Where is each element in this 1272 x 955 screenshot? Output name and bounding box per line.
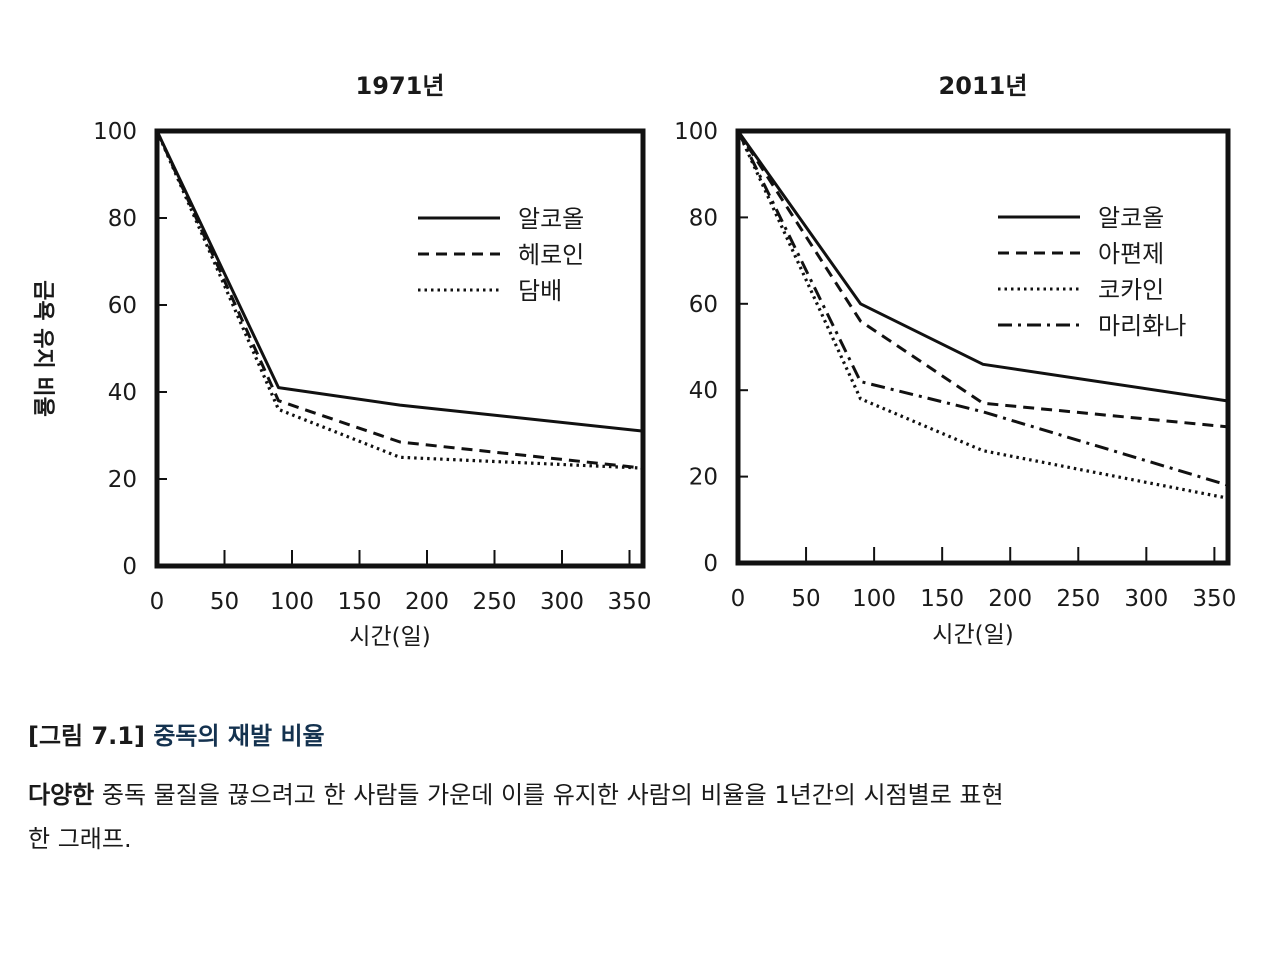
y-tick-label: 40 [689,378,718,404]
series-line-1 [155,130,644,433]
series-line-3 [155,130,644,470]
description-text-line2: 한 그래프. [28,825,132,853]
x-tick-label: 300 [1124,586,1168,612]
figure-description: 다양한 중독 물질을 끊으려고 한 사람들 가운데 이를 유지한 사람의 비율을… [28,773,1248,861]
plot-frame [735,128,1231,566]
x-tick-label: 250 [1056,586,1100,612]
legend-label: 알코올 [518,205,584,233]
y-tick-label: 60 [689,292,718,318]
y-tick-label: 100 [674,119,718,145]
y-tick-label: 60 [108,293,137,319]
x-axis-label: 시간(일) [932,622,1013,648]
x-tick-label: 150 [338,589,382,615]
figure-title: 중독의 재발 비율 [153,722,325,750]
x-tick-label: 50 [210,589,239,615]
legend-label: 알코올 [1098,204,1164,232]
x-tick-label: 50 [791,586,820,612]
legend-label: 담배 [518,277,562,305]
series-line-1 [736,130,1229,403]
figure-caption-title: [그림 7.1] 중독의 재발 비율 [28,716,1248,751]
plot-frame [154,128,646,569]
x-tick-label: 300 [540,589,584,615]
x-tick-label: 350 [608,589,652,615]
x-tick-label: 200 [988,586,1032,612]
y-tick-label: 100 [93,119,137,145]
caption-block: [그림 7.1] 중독의 재발 비율 다양한 중독 물질을 끊으려고 한 사람들… [28,716,1248,861]
legend-label: 마리화나 [1098,312,1186,340]
y-tick-label: 20 [108,467,137,493]
legend-label: 헤로인 [518,241,584,269]
legend-label: 아편제 [1098,240,1164,268]
chart-2: 2011년 0 20 40 60 80 100 0 50 100 150 200 250 300 350 시간… [674,72,1236,648]
series-line-2 [155,130,644,470]
x-tick-label: 150 [920,586,964,612]
chart-1: 1971년 0 20 40 60 80 100 0 50 100 150 200 250 300 350 시간… [30,72,651,650]
x-tick-label: 0 [731,586,746,612]
x-tick-label: 0 [150,589,165,615]
legend-label: 코카인 [1098,276,1164,304]
chart-title: 1971년 [356,72,445,100]
y-tick-label: 0 [703,551,718,577]
chart-title: 2011년 [939,72,1028,100]
series-line-2 [736,130,1229,429]
series-line-4 [736,130,1229,487]
x-tick-label: 350 [1192,586,1236,612]
figure-number: [그림 7.1] [28,722,145,750]
x-tick-label: 100 [852,586,896,612]
x-tick-label: 200 [405,589,449,615]
y-tick-label: 40 [108,380,137,406]
x-tick-label: 250 [473,589,517,615]
x-tick-label: 100 [270,589,314,615]
y-tick-label: 0 [122,554,137,580]
description-text: 중독 물질을 끊으려고 한 사람들 가운데 이를 유지한 사람의 비율을 1년간… [101,781,1004,809]
y-tick-label: 80 [689,205,718,231]
y-tick-label: 20 [689,465,718,491]
y-axis-label: 금욕 유지 비율 [30,280,55,417]
x-axis-label: 시간(일) [349,624,430,650]
description-bold: 다양한 [28,781,95,809]
y-tick-label: 80 [108,206,137,232]
